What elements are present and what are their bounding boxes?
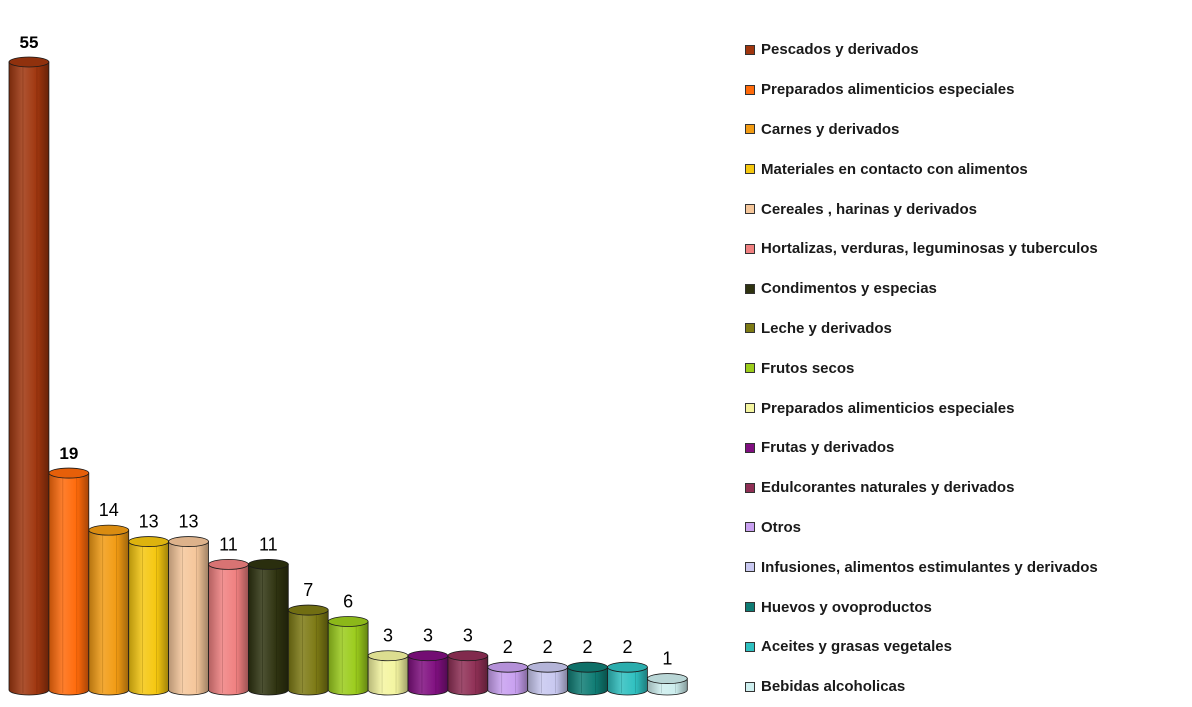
legend-swatch xyxy=(745,243,755,254)
bar xyxy=(208,559,249,696)
legend-item: Huevos y ovoproductos xyxy=(745,587,1190,627)
legend-swatch xyxy=(745,681,755,692)
legend-item: Pescados y derivados xyxy=(745,30,1190,70)
legend-swatch xyxy=(745,522,755,533)
bar xyxy=(487,661,529,696)
chart-legend: Pescados y derivados Preparados alimentic… xyxy=(745,30,1190,707)
value-label: 11 xyxy=(219,534,238,554)
legend-swatch xyxy=(745,283,755,294)
legend-label: Materiales en contacto con alimentos xyxy=(761,160,1028,178)
legend-label: Condimentos y especias xyxy=(761,280,937,298)
legend-label: Huevos y ovoproductos xyxy=(761,598,932,616)
legend-label: Leche y derivados xyxy=(761,319,892,337)
legend-item: Preparados alimenticios especiales xyxy=(745,388,1190,428)
legend-item: Frutas y derivados xyxy=(745,428,1190,468)
legend-item: Otros xyxy=(745,508,1190,548)
bar xyxy=(248,559,289,696)
value-label: 3 xyxy=(463,626,473,646)
legend-item: Edulcorantes naturales y derivados xyxy=(745,468,1190,508)
legend-swatch xyxy=(745,323,755,334)
bar xyxy=(607,661,648,696)
legend-swatch xyxy=(745,482,755,493)
legend-label: Preparados alimenticios especiales xyxy=(761,81,1015,99)
bar xyxy=(287,604,329,696)
bar xyxy=(646,673,688,696)
bar xyxy=(567,661,608,696)
legend-swatch xyxy=(745,442,755,453)
value-label: 6 xyxy=(343,591,353,611)
legend-label: Infusiones, alimentos estimulantes y der… xyxy=(761,558,1098,576)
value-label: 7 xyxy=(303,580,313,600)
value-label: 2 xyxy=(622,637,632,657)
bar xyxy=(327,616,369,696)
legend-item: Hortalizas, verduras, leguminosas y tube… xyxy=(745,229,1190,269)
legend-label: Preparados alimenticios especiales xyxy=(761,399,1015,417)
legend-item: Carnes y derivados xyxy=(745,110,1190,150)
value-label: 3 xyxy=(383,626,393,646)
legend-label: Bebidas alcoholicas xyxy=(761,678,906,696)
legend-item: Frutos secos xyxy=(745,348,1190,388)
bars-group xyxy=(8,56,688,696)
legend-swatch xyxy=(745,44,755,55)
legend-swatch xyxy=(745,204,755,215)
value-labels-group: 55 19 14 13 13 11 11 7 6 3 3 3 2 2 2 2 1 xyxy=(19,33,672,669)
value-label: 3 xyxy=(423,626,433,646)
legend-item: Preparados alimenticios especiales xyxy=(745,70,1190,110)
value-label: 2 xyxy=(503,637,513,657)
value-label: 2 xyxy=(543,637,553,657)
legend-label: Cereales , harinas y derivados xyxy=(761,200,977,218)
bar xyxy=(88,524,130,696)
bar xyxy=(168,536,209,696)
value-label: 14 xyxy=(99,500,119,520)
legend-swatch xyxy=(745,562,755,573)
legend-swatch xyxy=(745,602,755,613)
value-label: 19 xyxy=(59,444,78,463)
value-label: 55 xyxy=(19,33,38,52)
legend-label: Frutas y derivados xyxy=(761,439,895,457)
value-label: 11 xyxy=(259,534,278,554)
legend-swatch xyxy=(745,124,755,135)
value-label: 13 xyxy=(139,512,159,532)
legend-label: Frutos secos xyxy=(761,359,855,377)
legend-swatch xyxy=(745,363,755,374)
value-label: 1 xyxy=(662,649,672,669)
legend-item: Materiales en contacto con alimentos xyxy=(745,149,1190,189)
legend-item: Bebidas alcoholicas xyxy=(745,667,1190,707)
legend-swatch xyxy=(745,164,755,175)
legend-item: Cereales , harinas y derivados xyxy=(745,189,1190,229)
legend-label: Hortalizas, verduras, leguminosas y tube… xyxy=(761,240,1098,258)
value-label: 13 xyxy=(179,512,199,532)
legend-label: Carnes y derivados xyxy=(761,120,900,138)
bar xyxy=(8,56,50,696)
legend-label: Pescados y derivados xyxy=(761,41,919,59)
legend-item: Infusiones, alimentos estimulantes y der… xyxy=(745,547,1190,587)
legend-swatch xyxy=(745,403,755,414)
bar xyxy=(367,650,409,696)
bar xyxy=(407,650,449,696)
legend-item: Condimentos y especias xyxy=(745,269,1190,309)
bar xyxy=(447,650,489,696)
legend-swatch xyxy=(745,84,755,95)
bar xyxy=(128,536,169,696)
legend-item: Leche y derivados xyxy=(745,309,1190,349)
legend-label: Edulcorantes naturales y derivados xyxy=(761,479,1015,497)
legend-label: Otros xyxy=(761,518,802,536)
legend-label: Aceites y grasas vegetales xyxy=(761,638,952,656)
bar xyxy=(48,467,90,696)
value-label: 2 xyxy=(583,637,593,657)
bar xyxy=(527,661,569,696)
legend-item: Aceites y grasas vegetales xyxy=(745,627,1190,667)
legend-swatch xyxy=(745,641,755,652)
